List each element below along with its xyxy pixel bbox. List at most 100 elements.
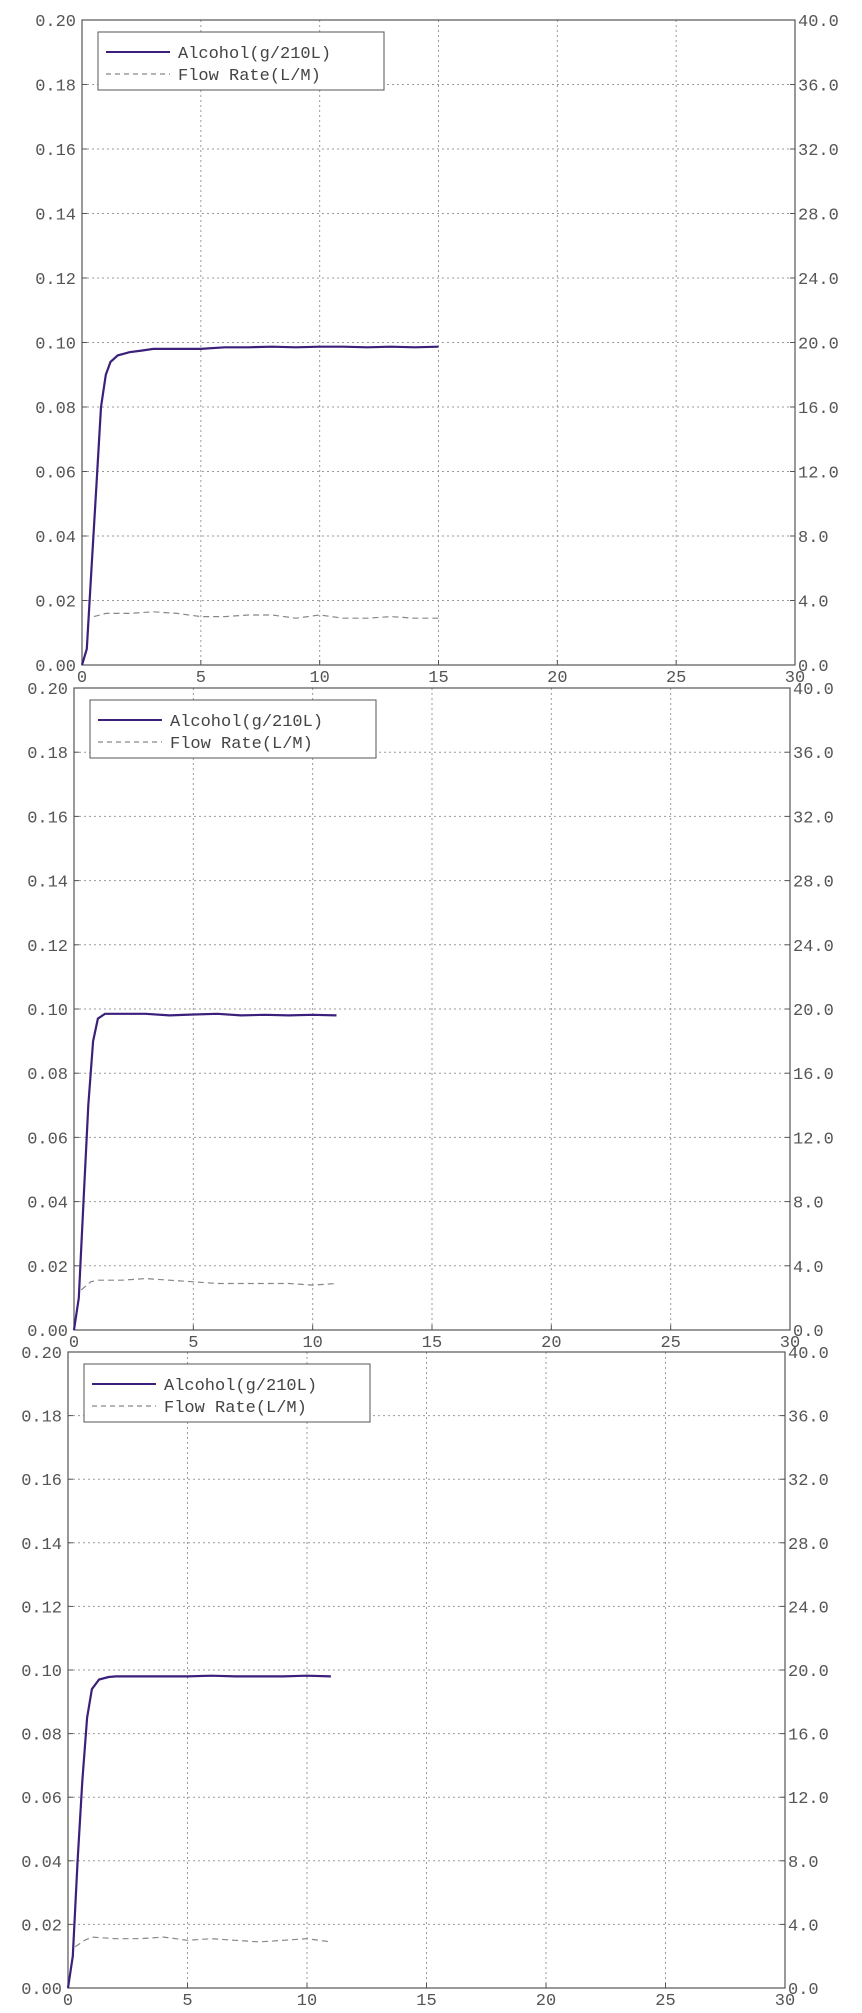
y2-tick-label: 32.0 (798, 142, 839, 161)
y2-tick-label: 16.0 (798, 400, 839, 419)
y2-tick-label: 8.0 (793, 1195, 824, 1214)
y2-tick-label: 28.0 (788, 1536, 829, 1555)
flow-rate-series-line (80, 1277, 337, 1291)
y2-tick-label: 20.0 (798, 336, 839, 355)
x-tick-label: 0 (69, 1334, 79, 1353)
alcohol-series-line (72, 1012, 337, 1331)
alcohol-series-line (80, 345, 439, 666)
x-tick-label: 15 (416, 1992, 436, 2011)
y-tick-label: 0.08 (27, 1066, 68, 1085)
legend-label: Flow Rate(L/M) (170, 735, 313, 754)
y-tick-label: 0.12 (27, 938, 68, 957)
y-tick-label: 0.08 (35, 400, 76, 419)
y2-tick-label: 12.0 (788, 1790, 829, 1809)
y-tick-label: 0.18 (27, 745, 68, 764)
y2-tick-label: 40.0 (793, 681, 834, 700)
y-tick-label: 0.02 (27, 1259, 68, 1278)
x-tick-label: 0 (77, 669, 87, 688)
y2-tick-label: 0.0 (788, 1981, 819, 2000)
y2-tick-label: 40.0 (798, 13, 839, 32)
y2-tick-label: 24.0 (788, 1599, 829, 1618)
y-tick-label: 0.00 (21, 1981, 62, 2000)
x-tick-label: 10 (297, 1992, 317, 2011)
legend-label: Alcohol(g/210L) (164, 1377, 317, 1396)
x-tick-label: 5 (188, 1334, 198, 1353)
x-tick-label: 30 (785, 669, 805, 688)
y-tick-label: 0.02 (21, 1917, 62, 1936)
y-tick-label: 0.06 (27, 1130, 68, 1149)
y2-tick-label: 8.0 (788, 1854, 819, 1873)
y-tick-label: 0.14 (27, 874, 68, 893)
y-tick-label: 0.12 (35, 271, 76, 290)
x-tick-label: 5 (196, 669, 206, 688)
x-tick-label: 25 (660, 1334, 680, 1353)
y2-tick-label: 12.0 (793, 1130, 834, 1149)
x-tick-label: 15 (422, 1334, 442, 1353)
y2-tick-label: 12.0 (798, 465, 839, 484)
y2-tick-label: 32.0 (788, 1472, 829, 1491)
x-tick-label: 5 (182, 1992, 192, 2011)
y-tick-label: 0.14 (35, 207, 76, 226)
x-tick-label: 30 (775, 1992, 795, 2011)
x-tick-label: 10 (302, 1334, 322, 1353)
legend-box (97, 31, 385, 91)
legend-box (89, 699, 377, 759)
y-tick-label: 0.04 (27, 1195, 68, 1214)
y2-tick-label: 8.0 (798, 529, 829, 548)
y-tick-label: 0.18 (21, 1409, 62, 1428)
legend-label: Flow Rate(L/M) (178, 67, 321, 86)
y-tick-label: 0.10 (35, 336, 76, 355)
y2-tick-label: 24.0 (793, 938, 834, 957)
legend-label: Alcohol(g/210L) (178, 45, 331, 64)
y2-tick-label: 4.0 (788, 1917, 819, 1936)
y-tick-label: 0.06 (21, 1790, 62, 1809)
y2-tick-label: 0.0 (793, 1323, 824, 1342)
y2-tick-label: 36.0 (793, 745, 834, 764)
y-tick-label: 0.14 (21, 1536, 62, 1555)
y-tick-label: 0.02 (35, 594, 76, 613)
y-tick-label: 0.16 (21, 1472, 62, 1491)
legend-box (83, 1363, 371, 1423)
x-tick-label: 15 (428, 669, 448, 688)
y-tick-label: 0.16 (27, 809, 68, 828)
alcohol-series-line (66, 1674, 331, 1989)
y-tick-label: 0.04 (21, 1854, 62, 1873)
y2-tick-label: 36.0 (788, 1409, 829, 1428)
chart-panel-2: 0.000.020.040.060.080.100.120.140.160.18… (27, 681, 834, 1353)
y-tick-label: 0.10 (27, 1002, 68, 1021)
x-tick-label: 20 (536, 1992, 556, 2011)
y2-tick-label: 20.0 (788, 1663, 829, 1682)
x-tick-label: 10 (309, 669, 329, 688)
y-tick-label: 0.16 (35, 142, 76, 161)
y2-tick-label: 20.0 (793, 1002, 834, 1021)
x-tick-label: 20 (547, 669, 567, 688)
y2-tick-label: 16.0 (793, 1066, 834, 1085)
y-tick-label: 0.18 (35, 78, 76, 97)
flow-rate-series-line (74, 1936, 331, 1948)
x-tick-label: 0 (63, 1992, 73, 2011)
y2-tick-label: 16.0 (788, 1727, 829, 1746)
x-tick-label: 25 (655, 1992, 675, 2011)
x-tick-label: 30 (780, 1334, 800, 1353)
y-tick-label: 0.00 (27, 1323, 68, 1342)
legend-label: Flow Rate(L/M) (164, 1399, 307, 1418)
y-tick-label: 0.12 (21, 1599, 62, 1618)
y2-tick-label: 32.0 (793, 809, 834, 828)
y2-tick-label: 24.0 (798, 271, 839, 290)
legend-label: Alcohol(g/210L) (170, 713, 323, 732)
y2-tick-label: 0.0 (798, 658, 829, 677)
y2-tick-label: 28.0 (798, 207, 839, 226)
flow-rate-series-line (93, 611, 439, 619)
y-tick-label: 0.20 (21, 1345, 62, 1364)
y-tick-label: 0.20 (35, 13, 76, 32)
y2-tick-label: 4.0 (793, 1259, 824, 1278)
y2-tick-label: 4.0 (798, 594, 829, 613)
y-tick-label: 0.00 (35, 658, 76, 677)
x-tick-label: 20 (541, 1334, 561, 1353)
y-tick-label: 0.20 (27, 681, 68, 700)
chart-panel-1: 0.000.020.040.060.080.100.120.140.160.18… (35, 13, 839, 688)
x-tick-label: 25 (666, 669, 686, 688)
y-tick-label: 0.10 (21, 1663, 62, 1682)
chart-panel-3: 0.000.020.040.060.080.100.120.140.160.18… (21, 1345, 829, 2011)
